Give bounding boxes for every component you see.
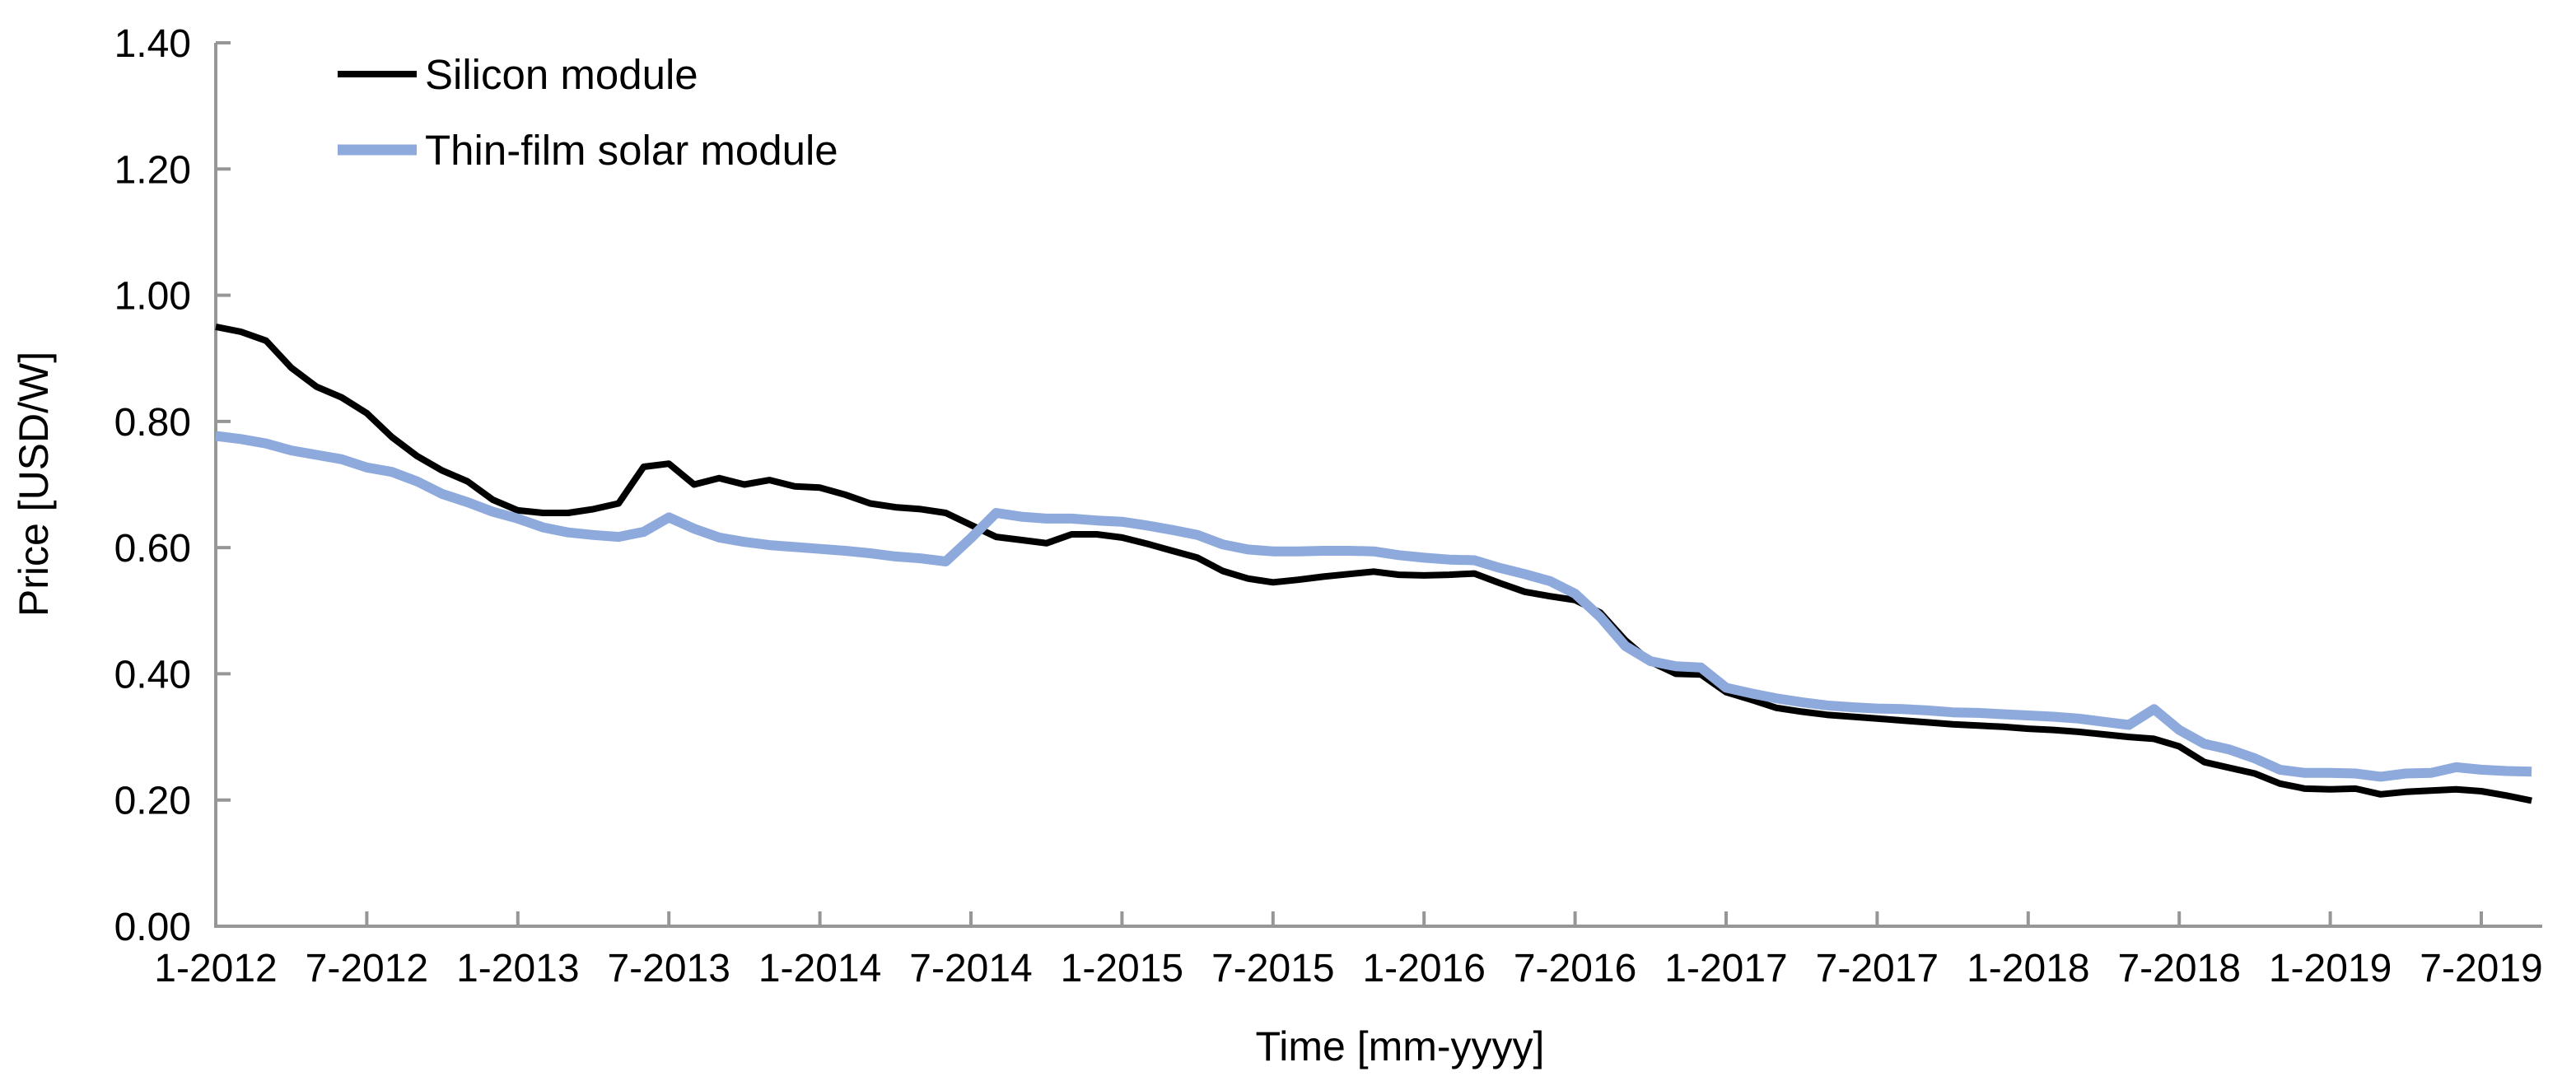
x-tick-label: 1-2012 xyxy=(154,947,277,990)
legend: Silicon module Thin-film solar module xyxy=(338,51,838,174)
x-axis-tick-labels: 1-2012 7-2012 1-2013 7-2013 1-2014 7-2014 1-20… xyxy=(154,947,2542,990)
x-tick-label: 7-2016 xyxy=(1514,947,1636,990)
x-axis-title: Time [mm-yyyy] xyxy=(1256,1023,1545,1069)
thin-film-module-line xyxy=(215,431,2532,782)
x-tick-label: 7-2017 xyxy=(1816,947,1939,990)
x-tick-label: 1-2015 xyxy=(1061,947,1183,990)
y-axis-ticks xyxy=(216,41,231,928)
x-axis-ticks xyxy=(214,911,2483,926)
x-tick-label: 1-2013 xyxy=(456,947,579,990)
x-tick-label: 7-2018 xyxy=(2117,947,2240,990)
y-tick-label: 1.00 xyxy=(114,275,191,319)
x-tick-label: 7-2015 xyxy=(1211,947,1334,990)
y-tick-label: 1.40 xyxy=(114,22,191,66)
y-tick-label: 1.20 xyxy=(114,148,191,192)
legend-thinfilm-label: Thin-film solar module xyxy=(425,127,838,174)
x-tick-label: 1-2014 xyxy=(758,947,881,990)
y-tick-label: 0.80 xyxy=(114,401,191,445)
y-tick-label: 0.40 xyxy=(114,653,191,697)
legend-silicon-label: Silicon module xyxy=(425,51,698,98)
x-tick-label: 7-2013 xyxy=(607,947,730,990)
x-tick-label: 1-2019 xyxy=(2269,947,2392,990)
x-tick-label: 7-2019 xyxy=(2420,947,2542,990)
x-tick-label: 1-2018 xyxy=(1967,947,2089,990)
silicon-module-line xyxy=(215,323,2532,804)
x-tick-label: 7-2012 xyxy=(306,947,428,990)
y-tick-label: 0.20 xyxy=(114,780,191,823)
x-tick-label: 7-2014 xyxy=(909,947,1032,990)
y-axis-title: Price [USD/W] xyxy=(11,352,57,617)
y-tick-label: 0.60 xyxy=(114,527,191,571)
x-tick-label: 1-2017 xyxy=(1664,947,1787,990)
y-tick-label: 0.00 xyxy=(114,906,191,949)
y-axis-tick-labels: 0.00 0.20 0.40 0.60 0.80 1.00 1.20 1.40 xyxy=(114,22,191,949)
x-tick-label: 1-2016 xyxy=(1362,947,1485,990)
data-series xyxy=(215,323,2532,804)
